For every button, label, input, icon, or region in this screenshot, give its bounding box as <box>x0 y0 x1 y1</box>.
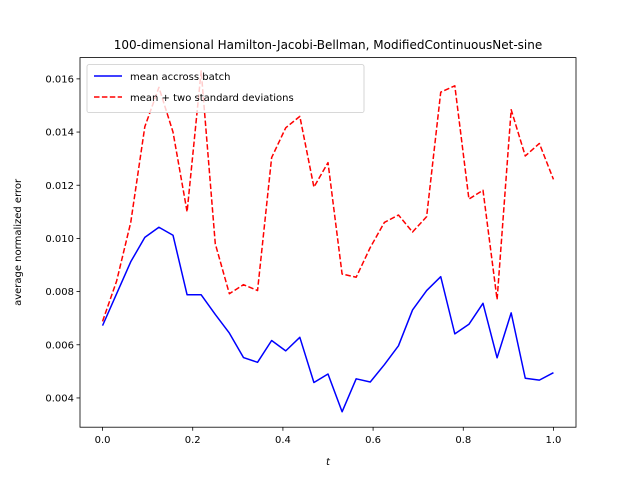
legend: mean accross batch mean + two standard d… <box>86 64 365 113</box>
x-tick-label: 1.0 <box>546 435 562 446</box>
y-tick-label: 0.006 <box>45 340 74 351</box>
axes-frame <box>79 57 577 428</box>
x-tick-label: 0.2 <box>185 435 201 446</box>
y-tick-label: 0.014 <box>45 128 74 139</box>
y-tick-label: 0.016 <box>45 74 74 85</box>
x-tick-label: 0.0 <box>95 435 111 446</box>
y-axis-label: average normalized error <box>13 178 24 306</box>
x-tick-label: 0.6 <box>365 435 381 446</box>
series-layer <box>101 70 555 413</box>
chart-title: 100-dimensional Hamilton-Jacobi-Bellman,… <box>114 38 542 52</box>
x-tick-label: 0.4 <box>275 435 291 446</box>
y-tick-label: 0.004 <box>45 394 74 405</box>
series-line-mean <box>101 226 554 413</box>
y-tick-label: 0.010 <box>45 234 74 245</box>
y-axis: 0.004 0.006 0.008 0.010 0.012 0.014 0.016 <box>45 74 80 405</box>
legend-label-mean-plus-two-std: mean + two standard deviations <box>130 93 294 104</box>
x-tick-label: 0.8 <box>455 435 471 446</box>
legend-label-mean: mean accross batch <box>130 72 231 83</box>
x-axis-label: t <box>326 457 331 468</box>
series-line-mean-plus-two-std <box>101 70 555 322</box>
legend-box <box>86 64 365 113</box>
y-tick-label: 0.008 <box>45 287 74 298</box>
y-tick-label: 0.012 <box>45 181 74 192</box>
x-axis: 0.0 0.2 0.4 0.6 0.8 1.0 <box>95 427 562 446</box>
